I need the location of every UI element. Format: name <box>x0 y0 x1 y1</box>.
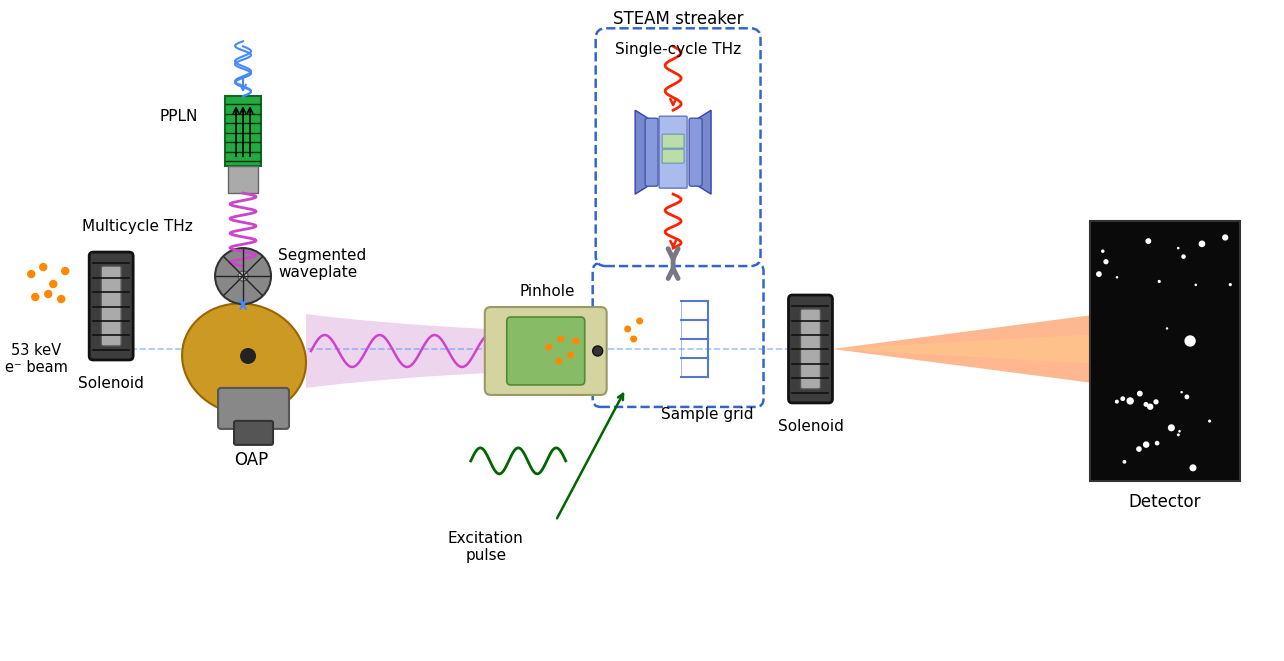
Polygon shape <box>306 314 686 388</box>
FancyBboxPatch shape <box>800 309 820 389</box>
Polygon shape <box>636 110 651 194</box>
Circle shape <box>1154 400 1158 404</box>
Circle shape <box>1199 241 1204 247</box>
Circle shape <box>32 293 39 301</box>
Circle shape <box>1185 336 1195 346</box>
Text: Detector: Detector <box>1129 493 1202 511</box>
Circle shape <box>1136 447 1141 451</box>
Circle shape <box>28 270 35 278</box>
Circle shape <box>62 268 69 274</box>
Circle shape <box>1168 425 1174 430</box>
Circle shape <box>1124 461 1126 463</box>
Circle shape <box>559 336 564 342</box>
Circle shape <box>45 291 51 297</box>
Text: STEAM streaker: STEAM streaker <box>612 11 743 28</box>
Circle shape <box>1185 395 1189 399</box>
Text: 53 keV
e⁻ beam: 53 keV e⁻ beam <box>5 343 68 375</box>
Text: Segmented
waveplate: Segmented waveplate <box>279 248 366 280</box>
FancyBboxPatch shape <box>89 252 134 360</box>
Circle shape <box>50 280 56 288</box>
Circle shape <box>1208 420 1211 422</box>
Circle shape <box>1104 260 1108 264</box>
Text: Single-cycle THz: Single-cycle THz <box>615 42 741 58</box>
Ellipse shape <box>182 303 306 414</box>
Circle shape <box>1156 442 1158 445</box>
Circle shape <box>1102 250 1104 253</box>
Circle shape <box>1097 272 1102 276</box>
Circle shape <box>1144 442 1149 447</box>
FancyBboxPatch shape <box>485 307 606 395</box>
Polygon shape <box>832 314 1100 384</box>
Text: Excitation
pulse: Excitation pulse <box>448 531 524 563</box>
Circle shape <box>625 327 630 332</box>
Bar <box>225 97 261 166</box>
Circle shape <box>637 318 642 324</box>
FancyBboxPatch shape <box>690 118 702 186</box>
Text: Multicycle THz: Multicycle THz <box>82 219 193 233</box>
Circle shape <box>1222 235 1228 240</box>
Circle shape <box>593 346 602 356</box>
Text: Solenoid: Solenoid <box>78 376 144 391</box>
FancyBboxPatch shape <box>218 388 289 429</box>
FancyBboxPatch shape <box>507 317 584 385</box>
FancyBboxPatch shape <box>596 28 760 266</box>
Text: Sample grid: Sample grid <box>661 407 754 422</box>
Circle shape <box>1127 398 1134 404</box>
Circle shape <box>1183 255 1185 258</box>
FancyBboxPatch shape <box>101 266 121 346</box>
FancyBboxPatch shape <box>234 421 273 445</box>
Circle shape <box>1121 397 1125 401</box>
Circle shape <box>1147 239 1150 243</box>
Circle shape <box>58 295 64 303</box>
Circle shape <box>568 352 574 358</box>
FancyBboxPatch shape <box>593 263 764 407</box>
Circle shape <box>630 336 637 342</box>
Circle shape <box>546 344 552 350</box>
Circle shape <box>1229 284 1231 286</box>
Circle shape <box>1158 280 1161 282</box>
Circle shape <box>240 348 256 364</box>
Circle shape <box>40 264 46 270</box>
Circle shape <box>214 248 271 304</box>
Circle shape <box>1148 405 1153 409</box>
Circle shape <box>1177 434 1179 436</box>
Circle shape <box>1144 403 1148 406</box>
FancyBboxPatch shape <box>659 116 687 188</box>
Circle shape <box>1190 465 1195 471</box>
Circle shape <box>1138 391 1141 396</box>
Circle shape <box>556 358 561 364</box>
Circle shape <box>573 338 579 344</box>
Bar <box>229 166 258 193</box>
FancyBboxPatch shape <box>663 149 684 163</box>
Polygon shape <box>695 110 711 194</box>
FancyBboxPatch shape <box>645 118 659 186</box>
Circle shape <box>1116 401 1118 403</box>
Text: PPLN: PPLN <box>159 108 198 124</box>
Bar <box>1090 221 1240 481</box>
Circle shape <box>238 271 248 281</box>
FancyBboxPatch shape <box>663 134 684 148</box>
Text: Pinhole: Pinhole <box>520 284 575 299</box>
FancyBboxPatch shape <box>788 295 832 403</box>
Text: OAP: OAP <box>234 451 268 469</box>
Text: Solenoid: Solenoid <box>778 419 844 434</box>
Polygon shape <box>832 334 1100 364</box>
